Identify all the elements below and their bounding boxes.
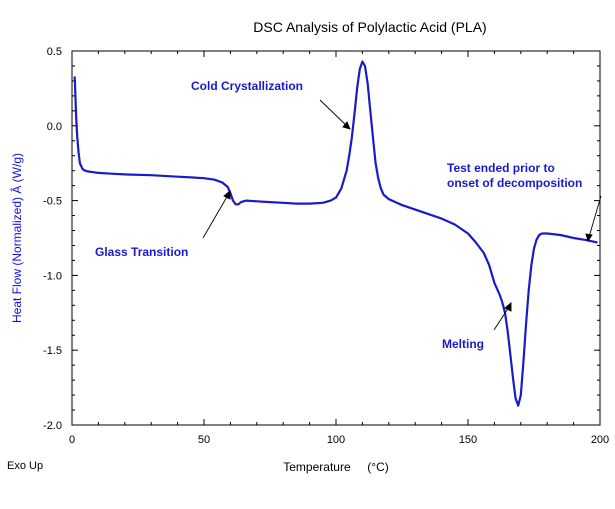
- chart-title: DSC Analysis of Polylactic Acid (PLA): [253, 19, 486, 35]
- x-tick-label: 100: [327, 434, 345, 446]
- heat-flow-curve: [73, 60, 598, 407]
- y-axis-ticks: [72, 50, 600, 426]
- x-tick-label: 150: [459, 434, 477, 446]
- plot-area: [71, 50, 601, 426]
- melting-arrow: [493, 306, 510, 331]
- test-ended-arrow: [588, 195, 602, 238]
- x-tick-label: 0: [69, 434, 75, 446]
- x-tick-label: 50: [198, 434, 210, 446]
- y-axis-label: Heat Flow (Normalized) Â (W/g): [9, 153, 24, 323]
- glass-transition-arrow: [202, 194, 229, 239]
- x-axis-tick-labels: 0 50 100 150 200: [69, 434, 609, 446]
- glass-transition-arrowhead: [223, 190, 231, 200]
- x-axis-label: Temperature (°C): [283, 460, 389, 474]
- y-tick-label: 0.5: [47, 46, 62, 58]
- annotation-glass-transition: Glass Transition: [95, 245, 188, 259]
- cold-crystallization-arrow: [319, 99, 349, 128]
- cold-crystallization-arrowhead: [342, 121, 351, 130]
- y-tick-label: 0.0: [47, 121, 62, 133]
- melting-arrowhead: [504, 302, 512, 312]
- exo-up-label: Exo Up: [7, 460, 43, 472]
- annotation-test-ended-line1: Test ended prior to: [447, 161, 555, 175]
- y-tick-label: -2.0: [43, 420, 62, 432]
- annotation-melting: Melting: [442, 337, 484, 351]
- x-axis-ticks: [71, 51, 601, 425]
- y-tick-label: -0.5: [43, 196, 62, 208]
- y-axis-tick-labels: 0.5 0.0 -0.5 -1.0 -1.5 -2.0: [43, 46, 62, 432]
- x-tick-label: 200: [591, 434, 609, 446]
- test-ended-arrowhead: [585, 233, 593, 243]
- y-tick-label: -1.0: [43, 270, 62, 282]
- y-tick-label: -1.5: [43, 345, 62, 357]
- annotation-test-ended-line2: onset of decomposition: [447, 176, 582, 190]
- annotation-cold-crystallization: Cold Crystallization: [191, 79, 303, 93]
- annotation-arrows: [202, 99, 602, 331]
